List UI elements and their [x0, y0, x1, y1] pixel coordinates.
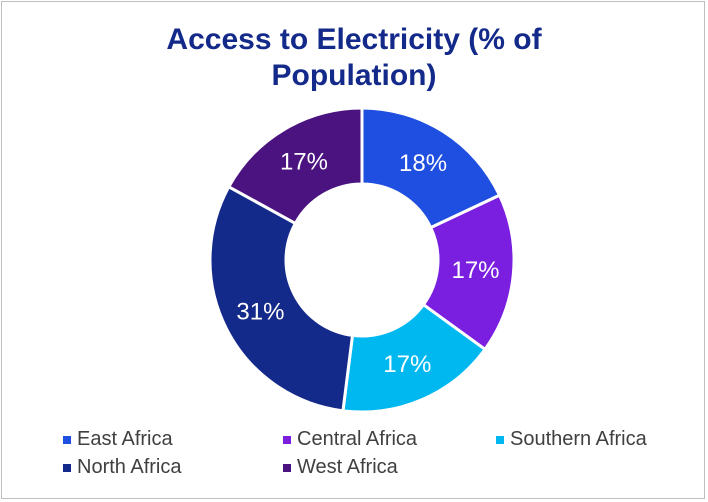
data-label-north-africa: 31%: [236, 298, 284, 325]
legend-swatch-west-africa: [283, 463, 291, 472]
legend-label-southern-africa: Southern Africa: [510, 428, 647, 450]
data-label-east-africa: 18%: [399, 150, 447, 177]
legend-label-central-africa: Central Africa: [297, 428, 418, 450]
donut-slice-west-africa: [226, 106, 364, 226]
legend-label-north-africa: North Africa: [77, 456, 182, 478]
legend-item-southern-africa: Southern Africa: [496, 428, 647, 451]
data-label-southern-africa: 17%: [383, 351, 431, 378]
data-label-central-africa: 17%: [451, 257, 499, 284]
legend-item-north-africa: North Africa: [63, 456, 181, 479]
chart-title-line-2: Population): [271, 59, 437, 92]
legend-row-2: North Africa West Africa: [0, 456, 708, 482]
legend-item-central-africa: Central Africa: [283, 428, 417, 451]
data-label-west-africa: 17%: [280, 148, 328, 175]
legend-label-east-africa: East Africa: [77, 428, 173, 450]
legend-label-west-africa: West Africa: [297, 456, 398, 478]
legend-row-1: East Africa Central Africa Southern Afri…: [0, 428, 708, 454]
legend-swatch-central-africa: [283, 435, 291, 444]
donut-slice-east-africa: [360, 106, 502, 230]
chart-title: Access to Electricity (% of Population): [0, 22, 708, 94]
legend-item-east-africa: East Africa: [63, 428, 173, 451]
donut-slice-north-africa: [208, 184, 355, 413]
legend-swatch-north-africa: [63, 463, 71, 472]
chart-title-line-1: Access to Electricity (% of: [166, 23, 542, 56]
legend-swatch-east-africa: [63, 435, 71, 444]
legend-swatch-southern-africa: [496, 435, 504, 444]
legend-item-west-africa: West Africa: [283, 456, 398, 479]
